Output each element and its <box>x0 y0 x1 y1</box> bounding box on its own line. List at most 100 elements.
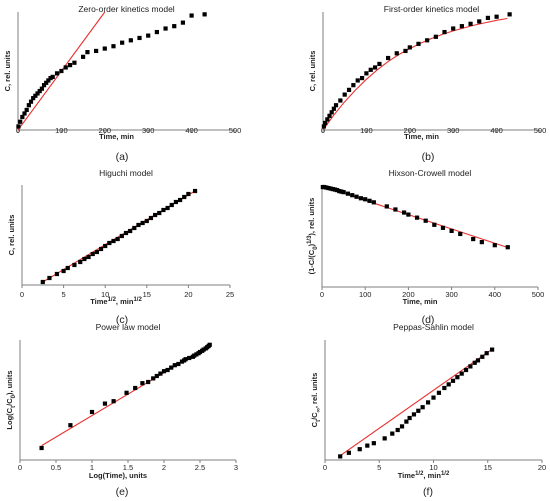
data-point <box>406 212 411 217</box>
data-point <box>115 236 120 242</box>
data-point <box>186 191 191 197</box>
data-point <box>328 186 333 191</box>
data-point <box>382 436 387 441</box>
data-point <box>136 222 141 228</box>
y-axis-label: C, rel. units <box>7 215 16 256</box>
data-point <box>363 197 368 202</box>
data-point <box>50 74 55 79</box>
data-point <box>364 71 369 76</box>
x-tick-label: 0.5 <box>51 463 61 472</box>
data-point <box>471 236 476 242</box>
data-point <box>436 390 442 395</box>
data-point <box>345 191 351 196</box>
data-point <box>332 187 338 192</box>
data-point <box>201 347 206 352</box>
panel-f: 0 5 10 15 20 Peppas-Sahlin model Time1/2, min1… <box>310 322 546 498</box>
data-point <box>507 12 512 17</box>
data-point <box>124 390 129 395</box>
x-axis-label: Log(Time), units <box>89 471 147 480</box>
x-tick-label: 100 <box>360 126 373 135</box>
data-point <box>67 63 73 68</box>
data-point <box>172 363 177 368</box>
panel-caption: (d) <box>422 314 435 326</box>
data-point <box>459 371 464 376</box>
data-point <box>41 83 47 88</box>
data-point <box>158 371 163 376</box>
x-tick-label: 0 <box>20 290 24 299</box>
data-point <box>37 88 42 94</box>
data-point <box>393 207 398 212</box>
panel-caption: (a) <box>116 151 129 163</box>
chart-title: First-order kinetics model <box>384 4 480 14</box>
data-point <box>94 249 99 255</box>
x-tick-label: 100 <box>359 290 372 299</box>
data-point <box>202 12 207 17</box>
data-point <box>333 103 339 108</box>
x-tick-label: 15 <box>484 463 492 472</box>
data-point <box>325 117 330 122</box>
y-axis-label: C, rel. units <box>3 51 12 92</box>
data-point <box>119 233 124 239</box>
data-point <box>183 357 188 362</box>
data-point <box>207 342 212 347</box>
data-point <box>179 359 185 364</box>
panel-caption: (c) <box>116 314 128 326</box>
x-tick-label: 400 <box>490 126 503 135</box>
x-tick-label: 0 <box>321 126 325 135</box>
data-point <box>341 190 346 195</box>
x-tick-label: 5 <box>377 463 381 472</box>
x-tick-label: 300 <box>445 290 458 299</box>
x-tick-label: 25 <box>226 290 234 299</box>
data-point <box>72 262 77 268</box>
data-point <box>468 364 473 369</box>
data-point <box>59 68 64 74</box>
data-point <box>132 225 137 231</box>
data-point <box>153 212 158 218</box>
x-tick-label: 2.5 <box>195 463 205 472</box>
data-point <box>475 358 481 363</box>
panel-a: 0 100 200 300 400 500 Zero-order kinetics mode… <box>3 4 241 163</box>
data-point <box>31 96 36 101</box>
data-point <box>425 38 430 43</box>
x-tick-label: 3 <box>234 463 238 472</box>
data-point <box>165 205 170 211</box>
data-point <box>339 189 344 194</box>
data-point <box>47 275 52 281</box>
data-point <box>371 441 376 446</box>
x-tick-label: 200 <box>99 126 112 135</box>
x-tick-label: 0 <box>18 463 22 472</box>
chart-title: Peppas-Sahlin model <box>393 322 474 332</box>
data-point <box>371 200 376 205</box>
data-point <box>458 231 463 237</box>
data-point <box>384 204 389 209</box>
data-point <box>346 87 352 92</box>
data-point <box>182 194 187 200</box>
x-tick-label: 20 <box>538 463 546 472</box>
data-point <box>89 409 95 415</box>
data-point <box>54 271 60 277</box>
data-point <box>414 215 420 220</box>
data-point <box>372 65 378 70</box>
data-point <box>321 124 326 129</box>
data-point <box>180 20 186 25</box>
data-point <box>98 246 104 252</box>
data-point <box>423 218 428 223</box>
data-point <box>26 103 31 108</box>
x-axis-label: Time1/2, min1/2 <box>90 297 142 306</box>
data-point <box>39 86 44 91</box>
x-tick-label: 500 <box>532 290 545 299</box>
data-point <box>163 26 168 31</box>
data-point <box>35 91 40 96</box>
chart-title: Hixson-Crowell model <box>389 168 472 178</box>
chart-title: Power law model <box>96 322 161 332</box>
data-point <box>403 48 408 54</box>
data-point <box>192 353 197 358</box>
data-point <box>394 51 399 56</box>
data-point <box>165 367 170 373</box>
data-point <box>355 78 360 83</box>
data-point <box>431 395 436 400</box>
data-point <box>144 218 149 224</box>
data-point <box>54 71 60 76</box>
data-point <box>61 268 66 274</box>
